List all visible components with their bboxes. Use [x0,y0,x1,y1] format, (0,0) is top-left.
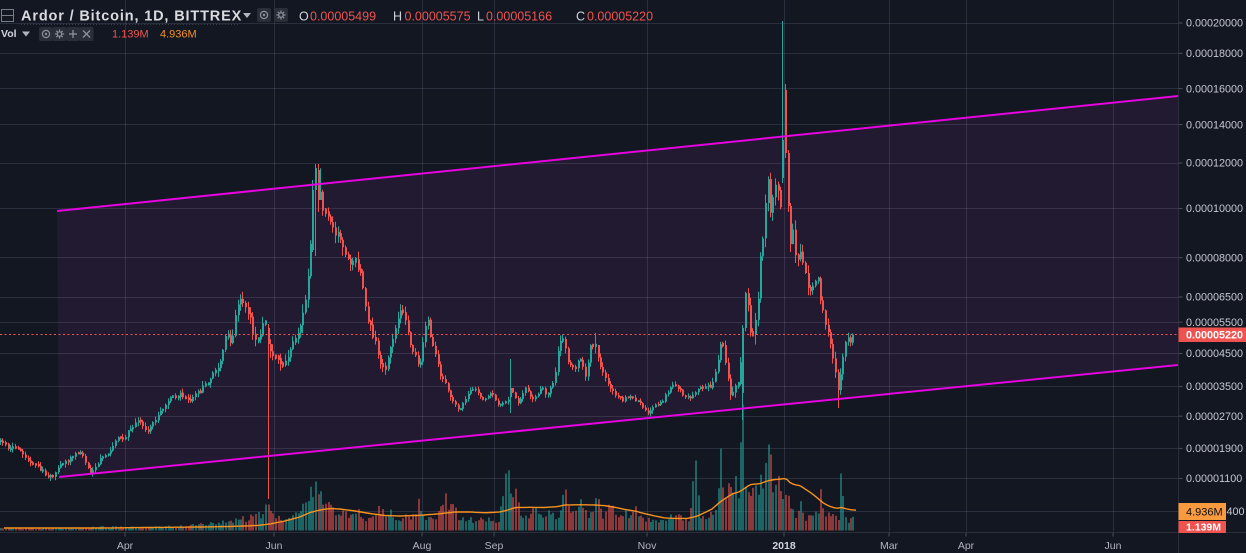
svg-text:0.00005166: 0.00005166 [486,10,552,24]
svg-text:0.00001100: 0.00001100 [1186,473,1242,485]
svg-text:0.00012000: 0.00012000 [1186,158,1243,170]
svg-text:0.00005220: 0.00005220 [587,10,653,24]
svg-text:0.00020000: 0.00020000 [1186,18,1243,30]
svg-text:0.00014000: 0.00014000 [1186,119,1243,131]
svg-text:Nov: Nov [638,540,657,552]
svg-text:L: L [477,10,484,24]
svg-text:Aug: Aug [413,540,432,552]
svg-text:0.00003500: 0.00003500 [1186,381,1243,393]
svg-text:0.00005499: 0.00005499 [310,10,376,24]
svg-text:0.00005575: 0.00005575 [405,10,471,24]
svg-text:0.00018000: 0.00018000 [1186,48,1243,60]
svg-text:0.00004500: 0.00004500 [1186,348,1243,360]
svg-text:1.139M: 1.139M [1186,522,1221,534]
svg-text:Apr: Apr [958,540,975,552]
svg-text:0.00002700: 0.00002700 [1186,411,1243,423]
svg-text:Jun: Jun [266,540,283,552]
svg-text:0.00008000: 0.00008000 [1186,252,1243,264]
svg-text:4.936M: 4.936M [1186,507,1223,519]
svg-text:4.936M: 4.936M [160,29,197,41]
svg-text:Apr: Apr [117,540,134,552]
svg-text:Jun: Jun [1105,540,1122,552]
svg-text:H: H [393,10,402,24]
svg-text:0.00005220: 0.00005220 [1186,329,1243,341]
svg-text:C: C [576,10,585,24]
svg-text:Mar: Mar [880,540,899,552]
svg-text:400: 400 [1227,506,1245,518]
svg-text:Vol: Vol [1,28,17,40]
svg-text:Sep: Sep [485,540,504,552]
svg-text:Ardor / Bitcoin, 1D, BITTREX: Ardor / Bitcoin, 1D, BITTREX [21,9,242,25]
svg-text:1.139M: 1.139M [112,29,149,41]
svg-text:0.00006500: 0.00006500 [1186,292,1243,304]
svg-text:0.00005500: 0.00005500 [1186,317,1243,329]
svg-text:0.00010000: 0.00010000 [1186,203,1243,215]
svg-text:O: O [299,10,309,24]
svg-text:2018: 2018 [772,540,796,552]
svg-text:0.00001900: 0.00001900 [1186,443,1243,455]
svg-text:0.00016000: 0.00016000 [1186,83,1243,95]
